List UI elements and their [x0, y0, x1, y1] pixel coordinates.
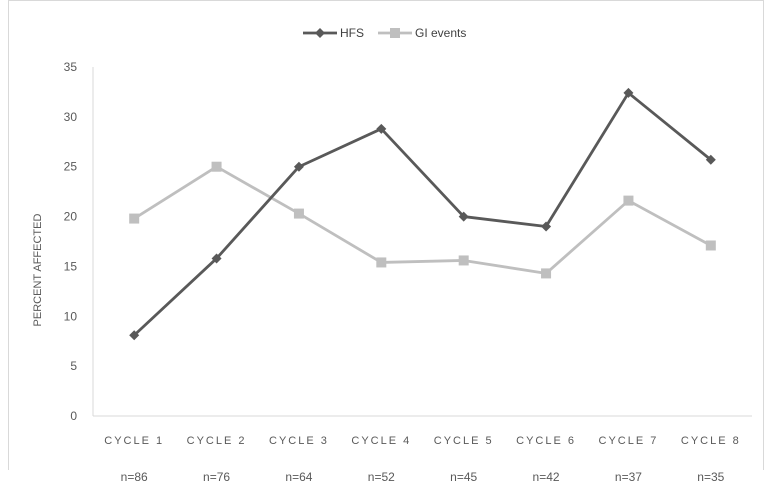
sample-size-label: n=37 [615, 470, 642, 483]
y-axis: 0 5 10 15 20 25 30 35 [64, 60, 78, 423]
legend-marker [315, 28, 325, 38]
legend: HFS GI events [303, 26, 466, 40]
series-line [133, 165, 712, 275]
series-group [129, 87, 716, 341]
y-tick-label: 10 [64, 309, 78, 323]
y-tick-label: 20 [64, 210, 78, 224]
data-point [458, 211, 469, 222]
sample-size-label: n=42 [533, 470, 560, 483]
sample-size-label: n=86 [121, 470, 148, 483]
data-point [541, 268, 552, 279]
y-tick-label: 35 [64, 60, 78, 74]
x-tick-label: CYCLE 6 [516, 435, 576, 447]
sample-size-labels: n=86 n=76 n=64 n=52 n=45 n=42 n=37 n=35 [121, 470, 725, 484]
x-tick-label: CYCLE 4 [351, 435, 411, 447]
x-tick-label: CYCLE 3 [269, 435, 329, 447]
series-gi-events [129, 161, 716, 279]
data-point [458, 255, 469, 266]
data-point [293, 161, 304, 172]
sample-size-label: n=64 [285, 470, 312, 483]
data-point [376, 123, 387, 134]
data-point [623, 195, 634, 206]
legend-marker [390, 28, 400, 38]
y-tick-label: 0 [70, 409, 77, 423]
data-point [129, 330, 140, 341]
legend-item: HFS [303, 26, 364, 40]
data-point [623, 87, 634, 98]
y-tick-label: 25 [64, 160, 78, 174]
legend-item: GI events [378, 26, 466, 40]
x-tick-label: CYCLE 7 [599, 435, 659, 447]
chart-border [8, 0, 764, 470]
data-point [705, 240, 716, 251]
sample-size-label: n=45 [450, 470, 477, 483]
x-tick-label: CYCLE 2 [187, 435, 247, 447]
data-point [376, 257, 387, 268]
legend-label: GI events [415, 26, 466, 40]
sample-size-label: n=76 [203, 470, 230, 483]
y-tick-label: 30 [64, 110, 78, 124]
y-axis-title: PERCENT AFFECTED [32, 214, 44, 327]
x-tick-label: CYCLE 5 [434, 435, 494, 447]
x-tick-label: CYCLE 8 [681, 435, 741, 447]
data-point [211, 253, 222, 264]
data-point [705, 154, 716, 165]
data-point [211, 161, 222, 172]
series-line [133, 91, 712, 337]
data-point [541, 221, 552, 232]
data-point [129, 213, 140, 224]
y-tick-label: 15 [64, 259, 78, 273]
x-axis: CYCLE 1 CYCLE 2 CYCLE 3 CYCLE 4 CYCLE 5 CYCLE… [104, 435, 741, 447]
x-tick-label: CYCLE 1 [104, 435, 164, 447]
y-tick-label: 5 [70, 359, 77, 373]
legend-label: HFS [340, 26, 364, 40]
series-hfs [129, 87, 716, 341]
sample-size-label: n=52 [368, 470, 395, 483]
sample-size-label: n=35 [697, 470, 724, 483]
data-point [293, 208, 304, 219]
axes [92, 67, 752, 417]
